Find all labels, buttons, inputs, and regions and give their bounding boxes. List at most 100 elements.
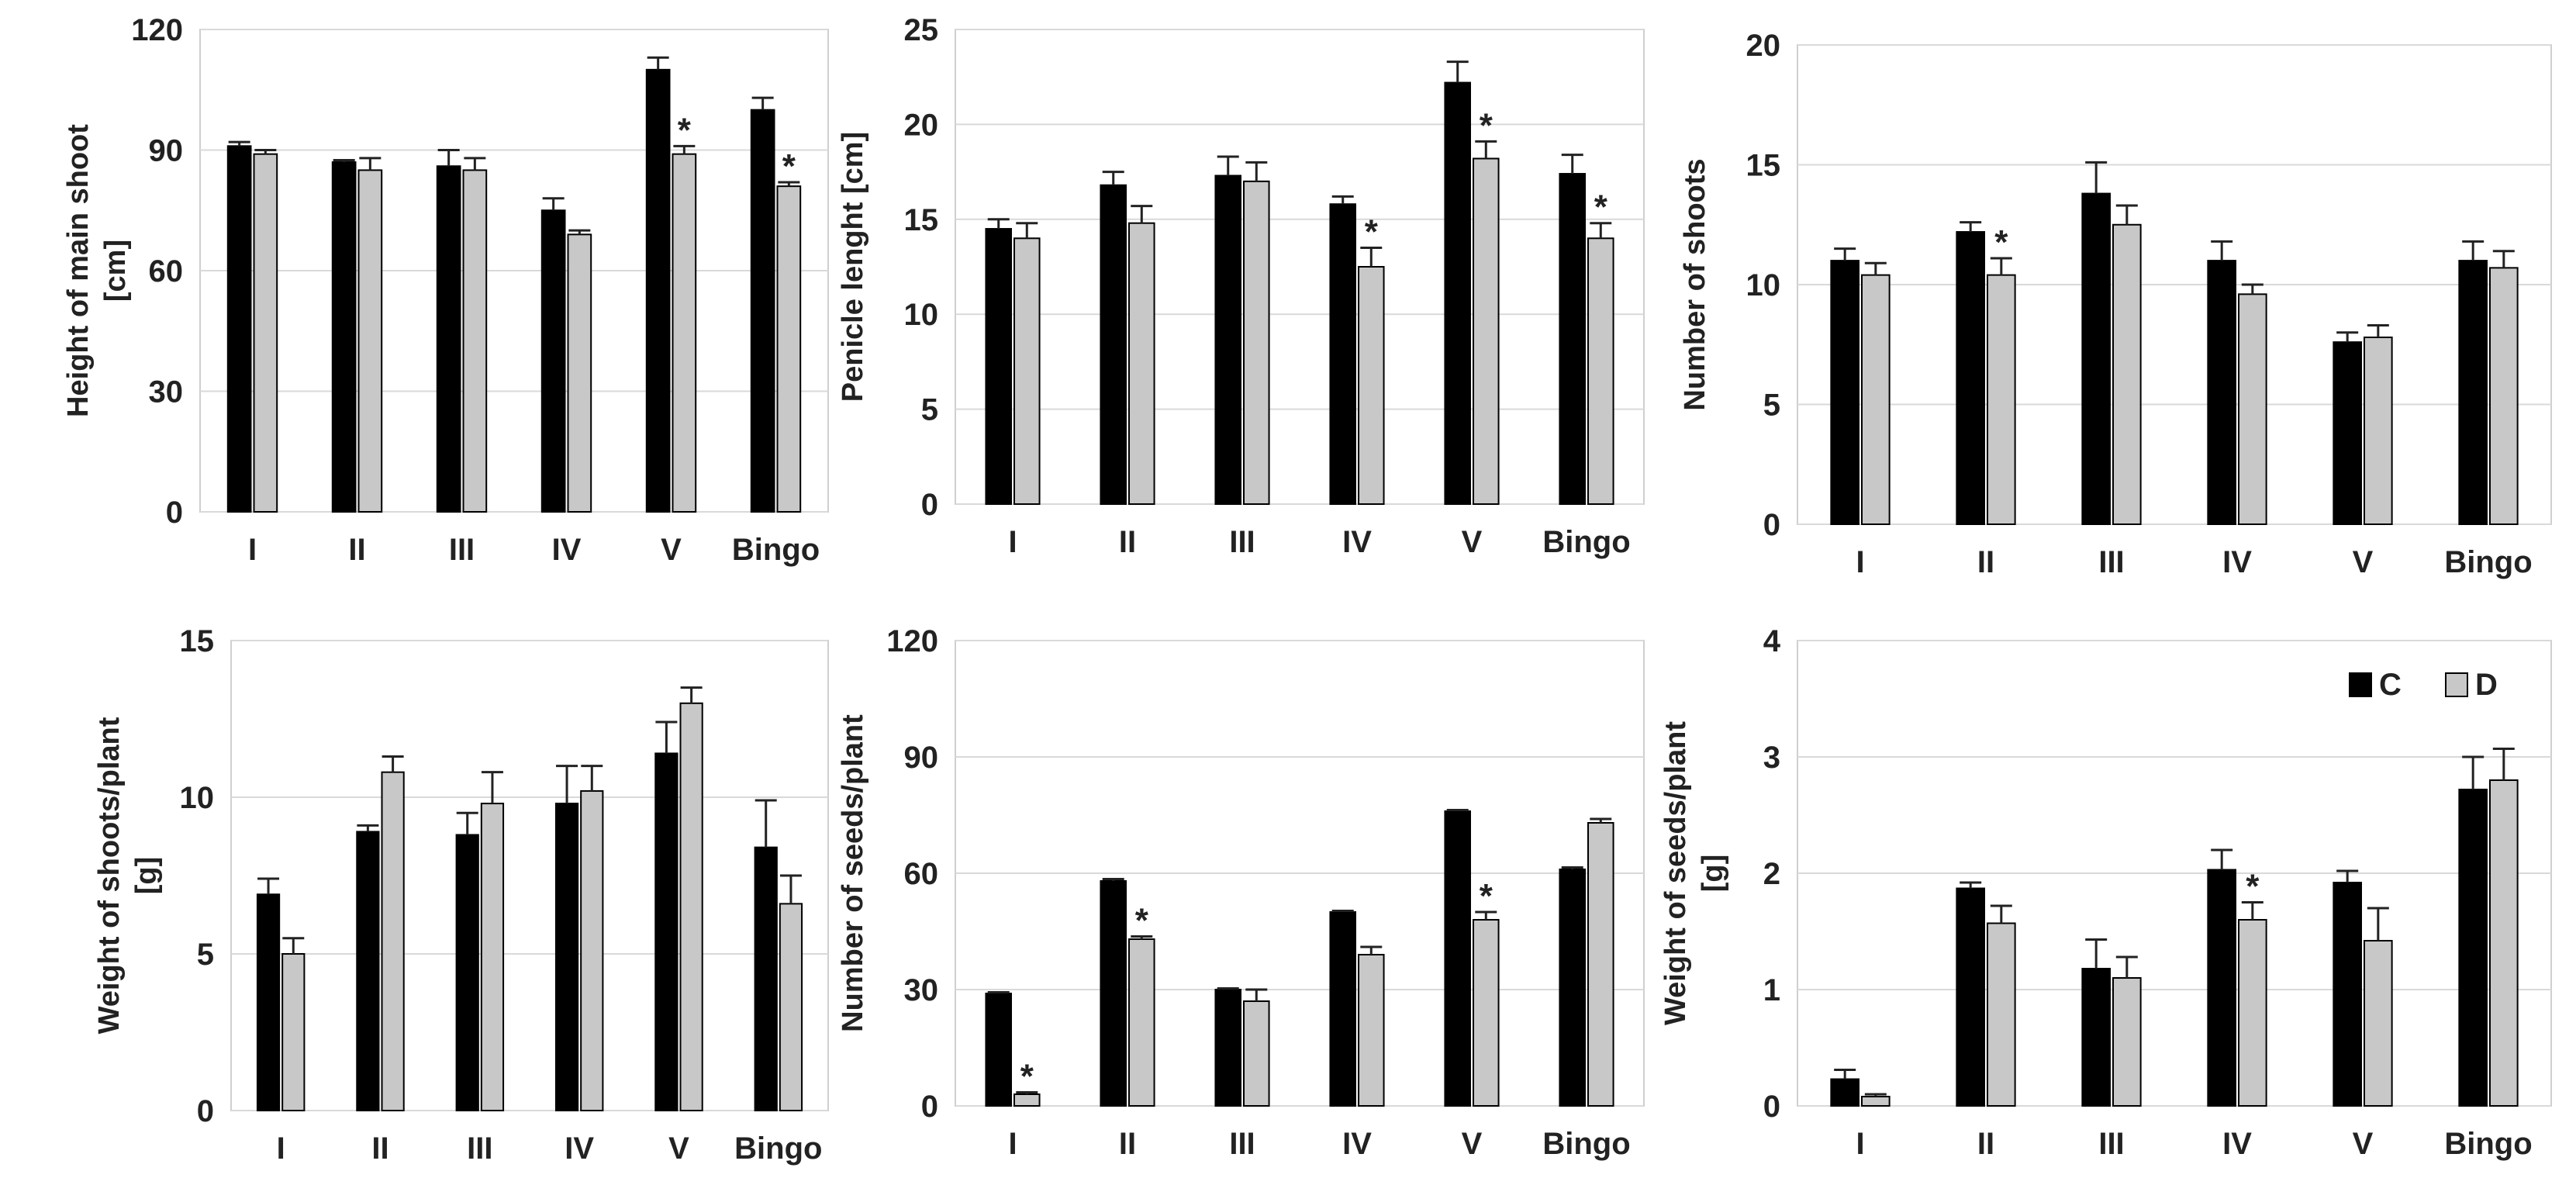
bar-c [256,893,281,1111]
y-axis-label-line: [g] [130,857,163,895]
bar-c [554,803,579,1111]
x-tick-label: I [248,533,257,567]
bar-d [1587,822,1614,1107]
y-tick-label: 0 [1763,508,1780,542]
significance-star: * [782,147,796,185]
y-tick-label: 5 [921,393,938,427]
x-tick-label: IV [552,533,582,567]
bar-d [1243,1000,1270,1107]
y-tick-label: 3 [1763,741,1780,775]
bar-d [2364,940,2393,1107]
x-tick-label: II [1977,1127,1994,1161]
bar-c [1830,1078,1860,1107]
x-tick-label: V [1462,525,1483,559]
y-tick-label: 30 [904,973,939,1007]
x-tick-label: II [1119,525,1136,559]
legend-swatch-d [2445,672,2468,697]
x-tick-label: I [1008,525,1017,559]
bar-c [1956,887,1986,1107]
y-axis-label-line: Penicle lenght [cm] [837,132,869,402]
bar-c [2333,882,2363,1107]
bar-d [1128,222,1155,505]
significance-star: * [2246,868,2260,906]
y-tick-label: 90 [904,741,939,775]
bar-c [2207,260,2237,525]
bar-d [281,953,306,1111]
bar-d [2238,919,2267,1107]
bar-d [672,153,697,513]
y-axis-label: Weight of shoots/plant [g] [93,717,163,1034]
x-tick-label: Bingo [2444,545,2532,579]
significance-star: * [1594,188,1608,226]
bar-c [985,993,1012,1107]
significance-star: * [1994,223,2008,261]
y-axis-label-line: [cm] [99,240,132,302]
y-tick-label: 90 [149,134,184,168]
y-tick-label: 15 [1746,149,1781,183]
y-axis-label-line: Number of shoots [1679,158,1711,410]
bar-d [1987,922,2016,1107]
bar-c [645,68,671,513]
bar-c [985,228,1012,505]
y-tick-label: 10 [180,781,215,815]
x-tick-label: IV [2222,545,2252,579]
y-tick-label: 0 [197,1094,214,1128]
bar-c [356,831,380,1111]
bar-d [2489,267,2519,525]
bar-d [580,789,604,1111]
bar-d [1587,237,1614,505]
bar-d [1473,919,1500,1107]
x-tick-label: II [1119,1127,1136,1161]
y-axis-label: Number of shoots [1679,158,1711,410]
bar-c [750,109,775,513]
bar-d [357,169,383,513]
bar-c [1329,911,1356,1107]
y-tick-label: 0 [921,1090,938,1124]
bar-d [2238,293,2267,525]
bar-d [679,702,703,1111]
x-tick-label: V [1462,1127,1483,1161]
y-tick-label: 10 [1746,268,1781,302]
bar-d [1861,1096,1891,1107]
y-tick-label: 0 [1763,1090,1780,1124]
bar-c [1956,231,1986,525]
bar-c [226,145,252,513]
bar-d [567,233,592,513]
legend-label-d: D [2475,668,2498,702]
y-tick-label: 0 [166,496,183,530]
significance-star: * [1480,877,1493,915]
x-tick-label: II [1977,545,1994,579]
y-tick-label: 25 [904,13,939,47]
x-tick-label: Bingo [732,533,820,567]
legend-label-c: C [2379,668,2402,702]
x-tick-label: III [1229,525,1255,559]
bar-d [253,153,278,513]
x-tick-label: IV [1342,1127,1372,1161]
x-tick-label: V [668,1131,689,1166]
bar-d [1358,266,1385,505]
y-tick-label: 4 [1763,624,1781,658]
x-tick-label: I [1856,545,1864,579]
significance-star: * [678,111,692,149]
significance-star: * [1480,106,1493,144]
bar-d [462,169,488,513]
y-axis-label-line: [g] [1697,855,1729,893]
x-tick-label: Bingo [2444,1127,2532,1161]
x-tick-label: III [2098,1127,2124,1161]
y-tick-label: 15 [180,624,215,658]
bar-c [2458,789,2488,1107]
x-tick-label: IV [1342,525,1372,559]
x-tick-label: II [348,533,365,567]
bar-c [1100,880,1127,1107]
bar-c [1444,81,1471,505]
y-tick-label: 120 [886,624,938,658]
x-tick-label: Bingo [1542,1127,1630,1161]
y-tick-label: 5 [1763,389,1780,423]
